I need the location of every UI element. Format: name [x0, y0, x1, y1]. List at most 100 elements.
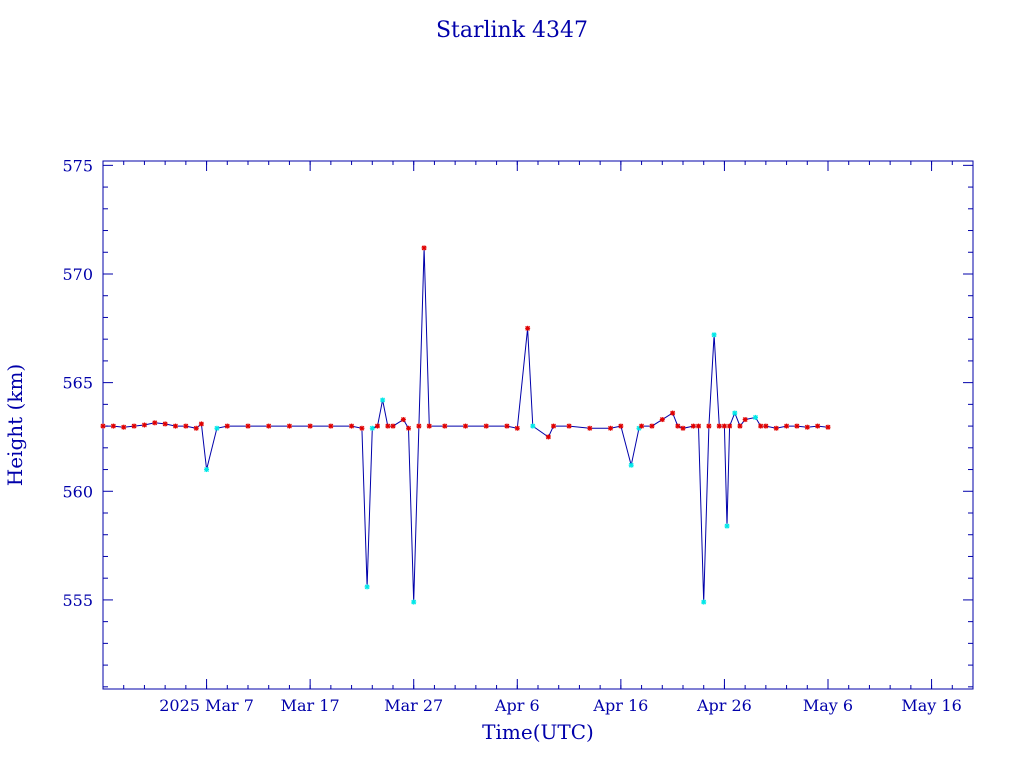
data-point	[463, 423, 468, 429]
marker-stroke	[690, 423, 696, 429]
data-point	[530, 423, 536, 429]
marker-stroke	[463, 423, 468, 429]
data-point	[162, 421, 168, 427]
marker-stroke	[696, 423, 701, 429]
data-point	[307, 423, 313, 429]
marker-stroke	[426, 423, 432, 429]
data-point	[649, 423, 655, 429]
marker-stroke	[525, 325, 531, 331]
y-tick-label: 565	[62, 374, 93, 393]
marker-stroke	[742, 417, 748, 422]
marker-stroke	[375, 423, 380, 429]
marker-stroke	[670, 410, 676, 416]
marker-stroke	[722, 423, 727, 429]
data-point	[214, 425, 220, 431]
marker-stroke	[530, 423, 536, 429]
marker-stroke	[773, 425, 779, 431]
marker-stroke	[815, 423, 821, 429]
data-point	[545, 434, 551, 440]
data-point	[198, 421, 204, 427]
marker-stroke	[727, 423, 733, 429]
data-point	[121, 424, 127, 430]
data-point	[639, 423, 645, 429]
marker-stroke	[287, 423, 292, 429]
data-point	[183, 423, 189, 429]
data-point	[131, 423, 137, 429]
data-point	[566, 423, 572, 429]
marker-stroke	[628, 462, 634, 468]
data-point	[286, 423, 292, 429]
y-tick-label: 560	[62, 482, 93, 501]
data-point	[680, 425, 686, 431]
marker-stroke	[183, 423, 189, 429]
marker-stroke	[152, 420, 158, 426]
marker-stroke	[483, 423, 489, 429]
y-axis-label: Height (km)	[3, 364, 27, 486]
x-tick-label: Mar 17	[281, 696, 340, 715]
marker-stroke	[100, 423, 106, 429]
data-point	[670, 410, 676, 416]
data-point	[742, 417, 748, 423]
data-point	[815, 423, 821, 429]
data-point	[193, 425, 199, 431]
marker-stroke	[385, 423, 391, 429]
ticks	[102, 161, 974, 689]
marker-stroke	[639, 423, 644, 429]
marker-stroke	[649, 423, 655, 429]
marker-stroke	[551, 423, 556, 429]
marker-stroke	[701, 599, 707, 605]
marker-stroke	[737, 423, 743, 429]
y-tick-label: 575	[62, 156, 93, 175]
data-point	[364, 584, 370, 590]
x-tick-labels: 2025 Mar 7 Mar 17 Mar 27 Apr 6 Apr 16 Apr 26 M…	[159, 696, 962, 715]
marker-stroke	[380, 397, 386, 403]
marker-stroke	[442, 423, 448, 429]
marker-stroke	[753, 414, 758, 420]
marker-stroke	[587, 425, 593, 431]
data-point	[628, 462, 634, 468]
marker-stroke	[659, 417, 665, 422]
marker-stroke	[421, 245, 427, 251]
marker-stroke	[349, 423, 354, 429]
marker-stroke	[204, 467, 209, 472]
data-point	[100, 423, 106, 429]
marker-stroke	[162, 421, 168, 427]
data-point	[152, 420, 158, 426]
data-point	[442, 423, 448, 429]
y-tick-label: 555	[62, 591, 93, 610]
marker-stroke	[416, 423, 422, 429]
data-point	[701, 599, 707, 605]
marker-stroke	[406, 425, 411, 431]
marker-stroke	[369, 425, 375, 431]
marker-stroke	[328, 423, 334, 429]
data-point	[587, 425, 593, 431]
data-point	[618, 423, 624, 429]
marker-stroke	[214, 425, 220, 431]
data-point	[349, 423, 355, 429]
marker-stroke	[142, 422, 147, 428]
data-point	[411, 599, 417, 605]
data-point	[426, 423, 432, 429]
marker-stroke	[784, 423, 789, 429]
data-point	[504, 423, 510, 429]
data-point	[416, 423, 422, 429]
marker-stroke	[618, 423, 624, 429]
x-tick-label: 2025 Mar 7	[159, 696, 254, 715]
marker-stroke	[724, 523, 730, 529]
data-point	[551, 423, 557, 429]
marker-stroke	[245, 423, 251, 429]
marker-stroke	[566, 423, 572, 429]
marker-stroke	[514, 425, 520, 431]
data-point	[204, 467, 210, 473]
marker-stroke	[675, 423, 681, 429]
data-point	[784, 423, 790, 429]
marker-stroke	[804, 424, 810, 430]
data-point	[406, 425, 412, 431]
data-point	[266, 423, 272, 429]
marker-stroke	[110, 423, 116, 429]
data-point	[804, 424, 810, 430]
marker-stroke	[732, 410, 738, 416]
marker-stroke	[266, 423, 272, 429]
data-point	[753, 414, 758, 420]
marker-stroke	[307, 423, 313, 429]
